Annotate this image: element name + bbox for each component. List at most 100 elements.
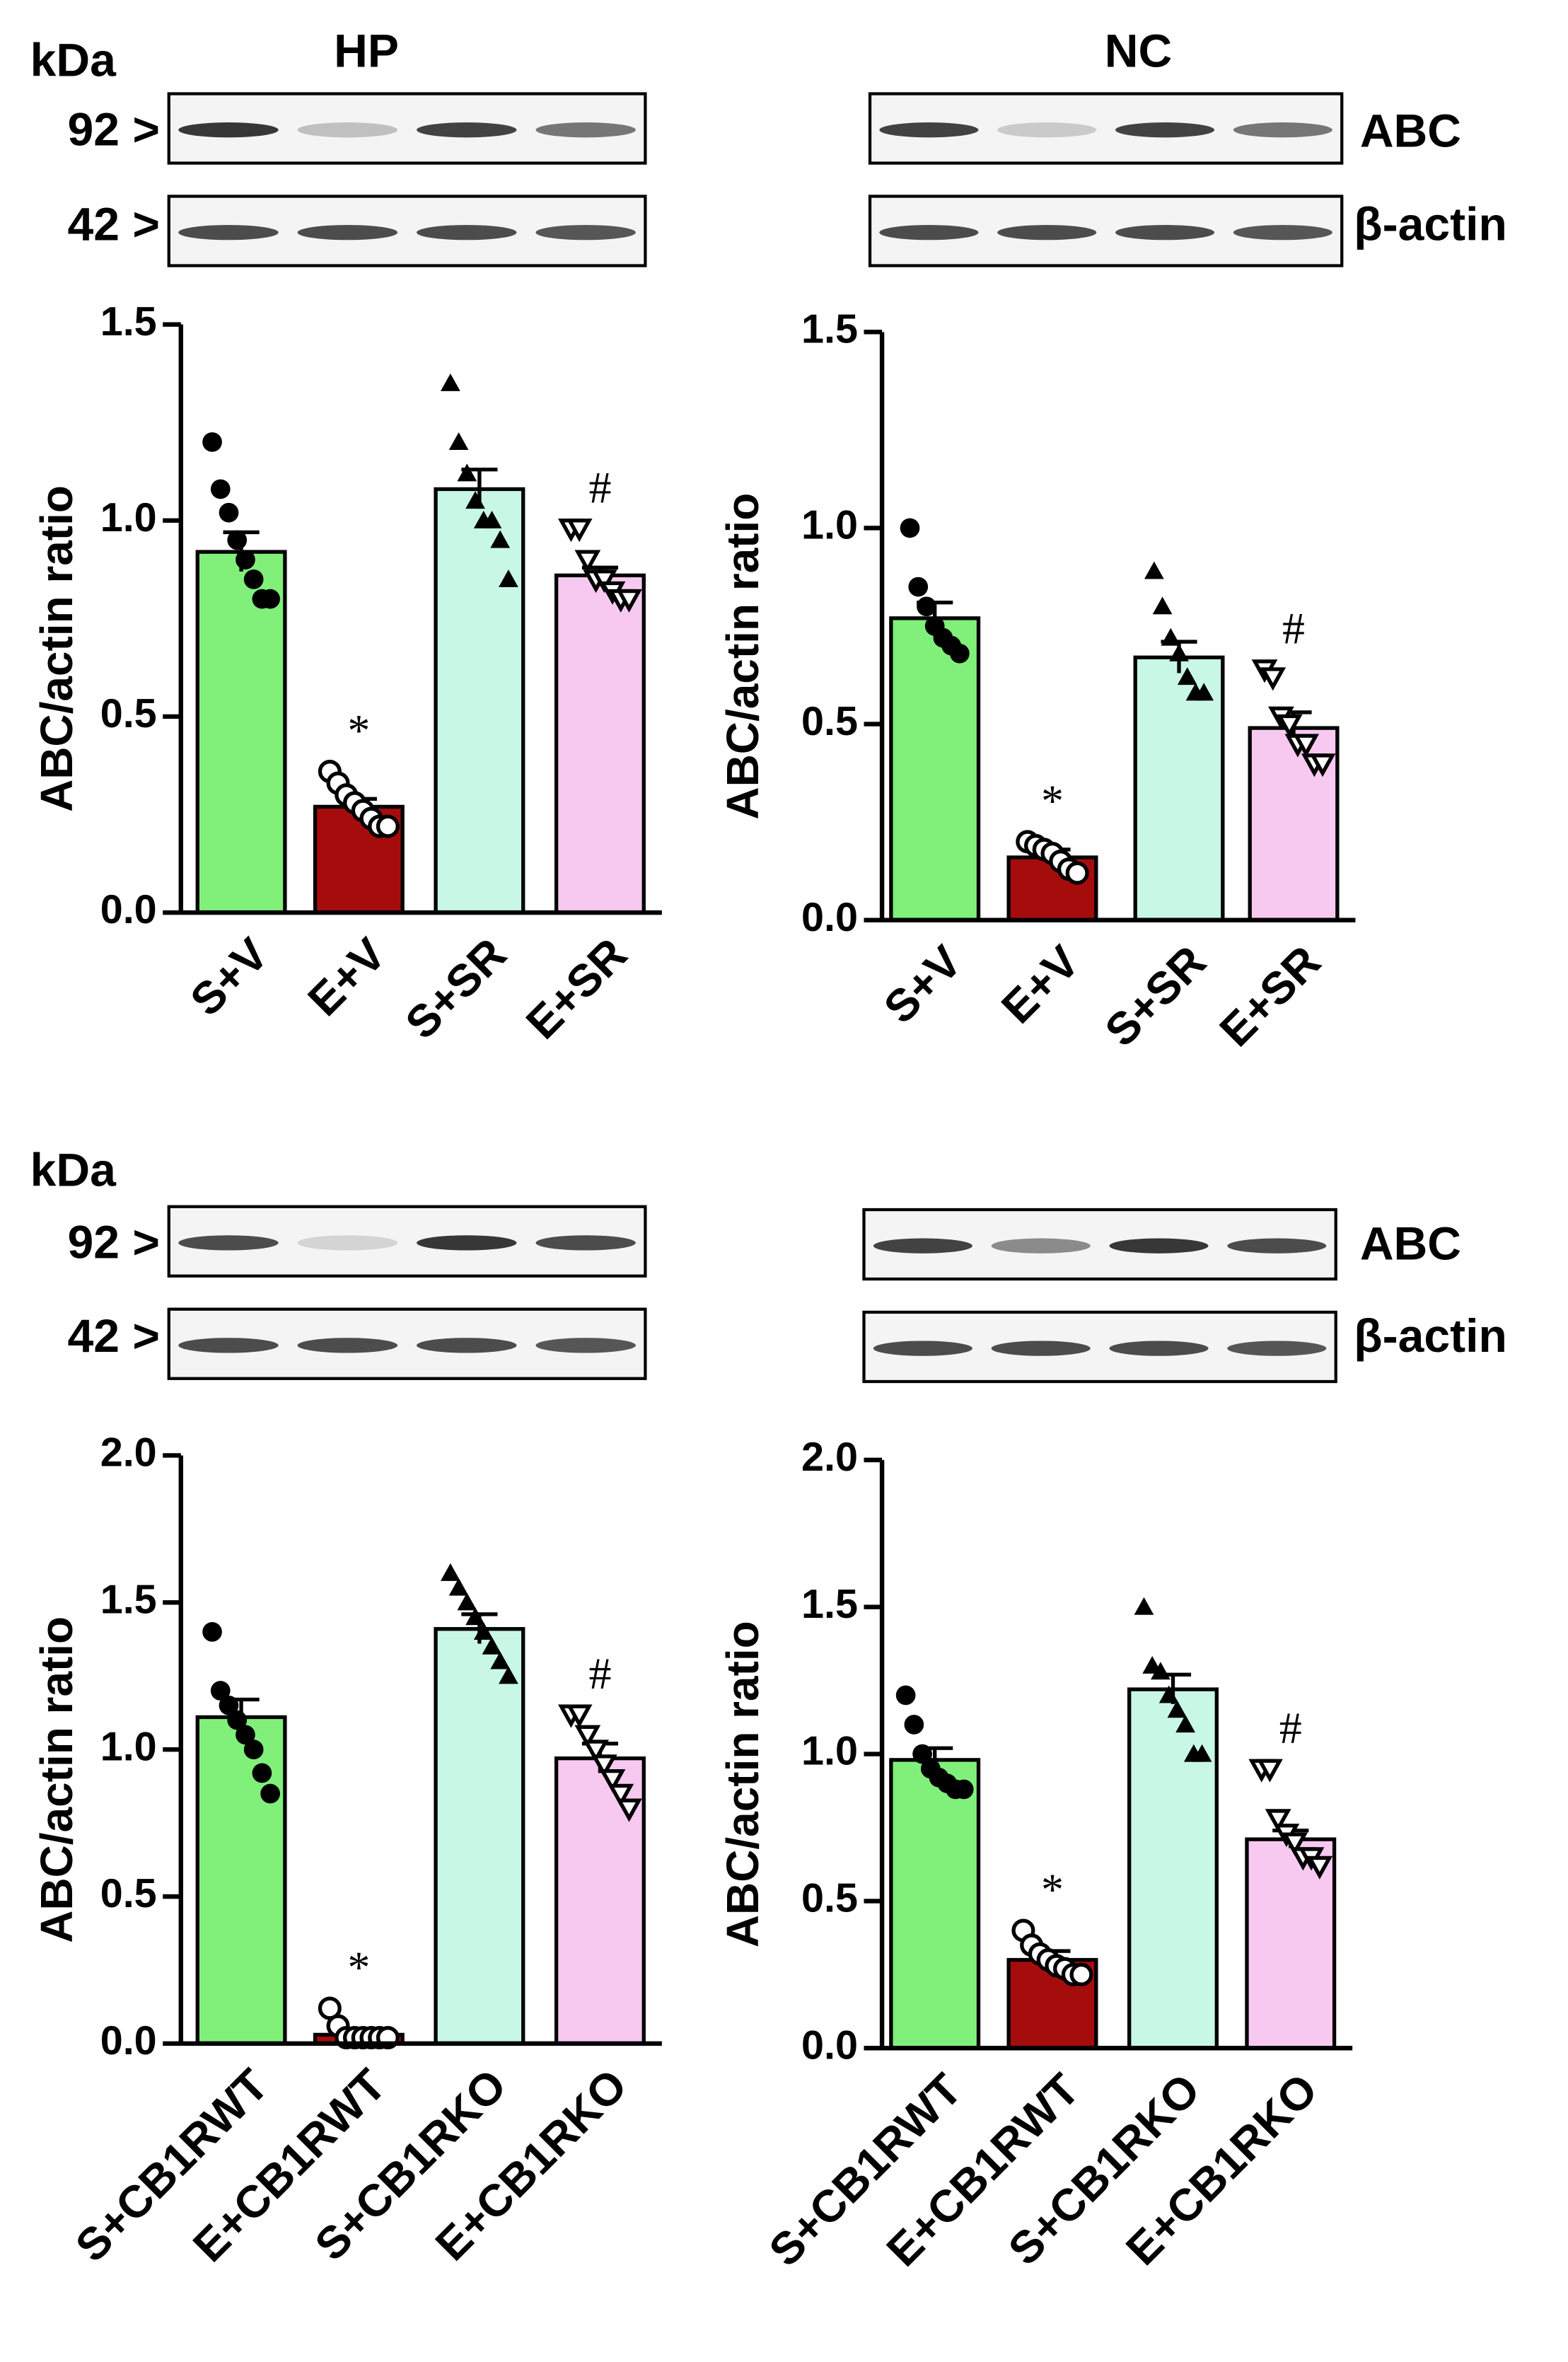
- data-point: [591, 569, 617, 594]
- data-point: [1175, 1715, 1195, 1733]
- data-point: [490, 530, 511, 548]
- data-point: [482, 1636, 502, 1655]
- data-point: [917, 596, 936, 617]
- blot-band: [879, 224, 979, 241]
- y-tick-label: 0.5: [801, 1876, 858, 1921]
- data-point: [236, 550, 255, 570]
- blot-band: [417, 1235, 517, 1251]
- blot-band: [297, 122, 398, 138]
- data-point: [608, 1783, 634, 1807]
- data-point: [210, 1681, 231, 1701]
- data-point: [1257, 1759, 1283, 1783]
- y-tick-label: 0.0: [801, 895, 858, 940]
- blot-band: [417, 224, 517, 241]
- data-point: [243, 569, 264, 589]
- data-point: [1065, 861, 1089, 885]
- y-tick-label: 2.0: [100, 1430, 157, 1476]
- data-point: [1265, 1809, 1291, 1833]
- data-point: [473, 1622, 494, 1640]
- x-tick-label: E+V: [298, 928, 395, 1026]
- data-point: [448, 432, 469, 451]
- data-point: [574, 550, 601, 574]
- x-tick-label: S+V: [874, 936, 972, 1034]
- blot-band: [417, 122, 517, 138]
- data-point: [376, 814, 400, 838]
- y-axis-title: ABC/actin ratio: [717, 493, 768, 820]
- x-tick-label: E+V: [992, 936, 1089, 1034]
- y-tick-label: 1.5: [801, 307, 858, 352]
- blot-band: [297, 1338, 398, 1353]
- y-tick-label: 0.5: [801, 699, 858, 744]
- y-tick-label: 0.5: [100, 691, 157, 736]
- y-axis-title: ABC/actin ratio: [31, 485, 82, 812]
- bar: [889, 1758, 981, 2050]
- blot-band: [879, 122, 979, 138]
- significance-mark: *: [347, 705, 370, 756]
- significance-mark: #: [588, 1648, 611, 1698]
- y-axis-title: ABC/actin ratio: [717, 1621, 768, 1947]
- data-point: [574, 1725, 601, 1749]
- data-point: [1194, 683, 1214, 701]
- x-tick-label: S+V: [180, 928, 278, 1026]
- significance-mark: *: [1041, 775, 1064, 826]
- data-point: [448, 1577, 469, 1596]
- data-point: [1260, 667, 1287, 691]
- x-tick-label: E+SR: [516, 928, 637, 1048]
- blot-band: [297, 1235, 398, 1251]
- bar: [889, 616, 981, 922]
- data-point: [591, 1754, 617, 1778]
- data-point: [599, 1768, 626, 1793]
- bar: [434, 487, 525, 915]
- data-point: [1293, 734, 1319, 758]
- y-tick-label: 0.0: [100, 2018, 157, 2063]
- blot-band: [997, 224, 1097, 241]
- blot-band: [178, 122, 279, 138]
- blot-band: [535, 224, 636, 241]
- data-point: [457, 463, 477, 482]
- marker-label: 42 >: [68, 199, 160, 251]
- blot-band: [991, 1341, 1091, 1356]
- data-point: [1276, 714, 1303, 738]
- blot-band: [535, 122, 636, 138]
- blot-band: [1233, 122, 1332, 138]
- y-tick-label: 1.0: [801, 1729, 858, 1774]
- blot-band: [997, 122, 1097, 138]
- y-tick-label: 2.0: [801, 1435, 858, 1480]
- blot-band: [1115, 122, 1215, 138]
- blot-band: [1109, 1238, 1209, 1254]
- data-point: [900, 518, 920, 538]
- y-tick-label: 0.5: [100, 1871, 157, 1916]
- y-axis-title: ABC/actin ratio: [31, 1616, 82, 1943]
- data-point: [219, 1695, 239, 1715]
- data-point: [219, 502, 239, 523]
- blot-band: [535, 1235, 636, 1251]
- data-point: [1192, 1744, 1212, 1762]
- data-point: [1282, 1832, 1308, 1856]
- loading-label: β-actin: [1354, 1310, 1507, 1362]
- data-point: [1306, 1856, 1333, 1880]
- blot-band: [178, 1235, 279, 1251]
- significance-mark: #: [1279, 1703, 1302, 1753]
- data-point: [1169, 643, 1189, 661]
- data-point: [616, 589, 642, 613]
- blot-band: [417, 1338, 517, 1353]
- data-point: [440, 373, 460, 391]
- y-tick-label: 0.0: [801, 2022, 858, 2068]
- data-point: [260, 589, 280, 609]
- data-point: [1151, 1662, 1171, 1680]
- data-point: [912, 1744, 932, 1764]
- x-tick-label: S+SR: [1095, 936, 1215, 1056]
- protein-label: ABC: [1360, 105, 1461, 158]
- blot-band: [535, 1338, 636, 1353]
- marker-label: 42 >: [68, 1310, 160, 1362]
- y-tick-label: 1.5: [801, 1582, 858, 1627]
- blot-band: [178, 1338, 279, 1353]
- data-point: [1144, 561, 1164, 579]
- data-point: [1309, 753, 1336, 777]
- data-point: [1161, 627, 1181, 646]
- significance-mark: *: [347, 1942, 370, 1992]
- data-point: [499, 569, 518, 588]
- blot-band: [991, 1238, 1091, 1254]
